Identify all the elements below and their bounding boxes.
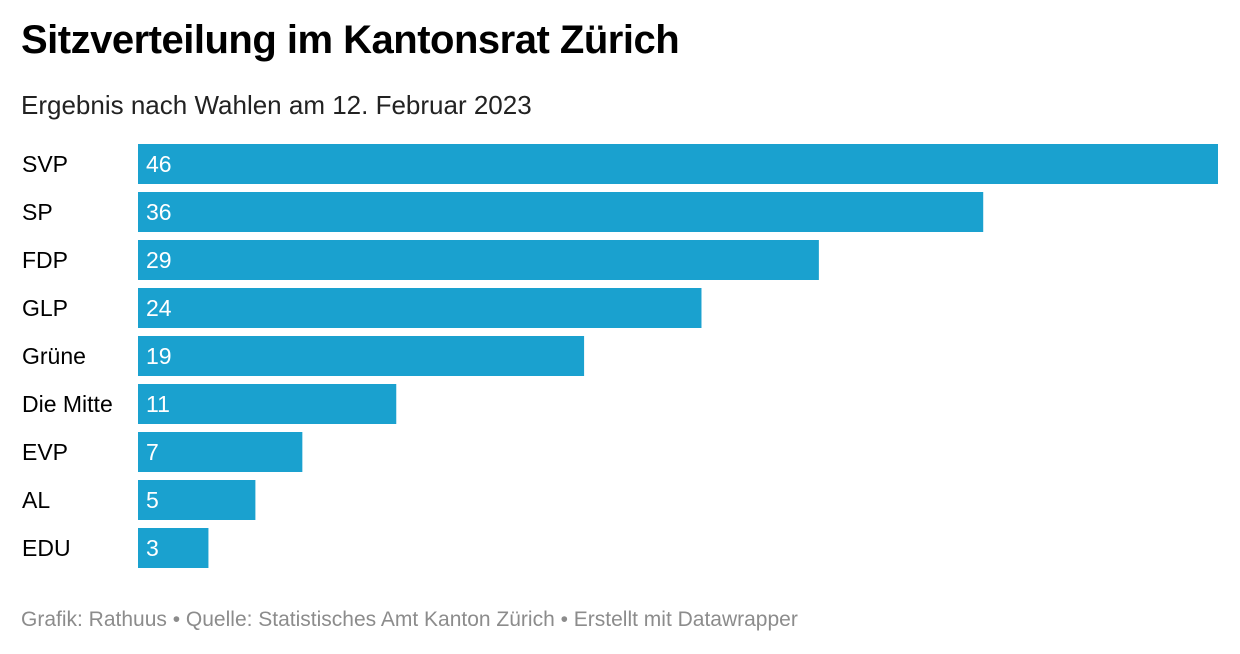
bar [138, 144, 1218, 184]
chart-title: Sitzverteilung im Kantonsrat Zürich [21, 18, 680, 62]
category-label: SVP [22, 151, 68, 177]
value-label: 36 [146, 199, 172, 225]
source-footer: Grafik: Rathuus • Quelle: Statistisches … [21, 608, 798, 631]
bar [138, 384, 397, 424]
bar [138, 192, 984, 232]
bar-row-evp: EVP 7 [22, 432, 303, 472]
bar [138, 240, 819, 280]
bar [138, 432, 303, 472]
bar [138, 336, 585, 376]
bar-row-sp: SP 36 [22, 192, 984, 232]
bar-row-die-mitte: Die Mitte 11 [22, 384, 397, 424]
value-label: 7 [146, 439, 159, 465]
value-label: 46 [146, 151, 172, 177]
value-label: 3 [146, 535, 159, 561]
category-label: EDU [22, 535, 71, 561]
bar-row-fdp: FDP 29 [22, 240, 819, 280]
chart-subtitle: Ergebnis nach Wahlen am 12. Februar 2023 [21, 90, 532, 120]
value-label: 5 [146, 487, 159, 513]
category-label: FDP [22, 247, 68, 273]
category-label: AL [22, 487, 50, 513]
value-label: 19 [146, 343, 172, 369]
value-label: 11 [146, 391, 170, 417]
category-label: GLP [22, 295, 68, 321]
bar [138, 480, 256, 520]
category-label: Die Mitte [22, 391, 113, 417]
bar-row-edu: EDU 3 [22, 528, 209, 568]
bar-row-glp: GLP 24 [22, 288, 702, 328]
value-label: 29 [146, 247, 172, 273]
bar-row-svp: SVP 46 [22, 144, 1218, 184]
category-label: SP [22, 199, 53, 225]
bar [138, 528, 209, 568]
category-label: Grüne [22, 343, 86, 369]
bar-row-grüne: Grüne 19 [22, 336, 585, 376]
bar [138, 288, 702, 328]
value-label: 24 [146, 295, 172, 321]
bar-row-al: AL 5 [22, 480, 256, 520]
category-label: EVP [22, 439, 68, 465]
